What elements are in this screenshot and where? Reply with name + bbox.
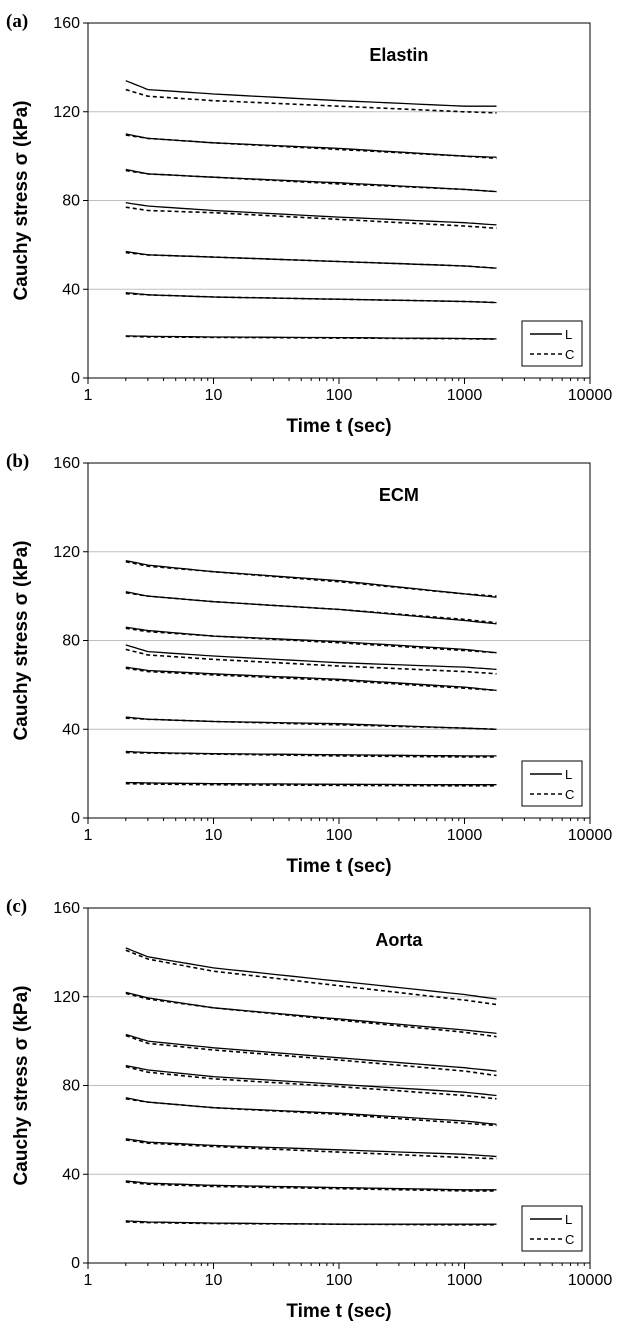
y-tick-label: 40 [62,1166,80,1183]
x-tick-label: 10 [205,827,223,844]
legend-label-L: L [565,767,572,782]
x-tick-label: 10 [205,387,223,404]
series-L-curve-1 [125,947,497,1000]
series-C-curve-5 [125,1098,497,1127]
x-tick-label: 10000 [568,1272,613,1289]
y-tick-label: 160 [53,455,80,472]
series-C-curve-6 [125,1139,497,1160]
x-tick-label: 10 [205,1272,223,1289]
x-tick-label: 100 [326,1272,353,1289]
series-C-curve-2 [125,134,497,160]
legend-box [521,760,583,807]
series-C-curve-8 [125,1221,497,1226]
series-C-curve-3 [125,1034,497,1077]
x-axis-title: Time t (sec) [286,856,391,877]
series-L-curve-3 [125,1033,497,1072]
chart-panel-a: 0 40 80 120 160 1 10 100 1000 10000 Time t (sec) Ca… [0,0,630,440]
panel-label: (a) [6,11,28,32]
series-C-curve-5 [125,667,497,692]
series-L-curve-4 [125,644,497,670]
series-L-curve-1 [125,80,497,107]
x-tick-label: 1000 [447,387,483,404]
legend-label-C: C [565,1232,574,1247]
series-C-curve-4 [125,206,497,229]
series-C-curve-7 [125,1181,497,1192]
series-C-curve-3 [125,169,497,193]
panel-label: (b) [6,451,29,472]
y-tick-label: 40 [62,721,80,738]
legend-box [521,1205,583,1252]
chart-svg: 0 40 80 120 160 1 10 100 1000 10000 Time t (sec) Ca… [6,896,613,1322]
x-axis-title: Time t (sec) [286,1301,391,1322]
series-C-curve-2 [125,992,497,1038]
series-C-curve-4 [125,1065,497,1100]
series-L-curve-6 [125,1138,497,1158]
chart-panel-b: 0 40 80 120 160 1 10 100 1000 10000 Time t (sec) Ca… [0,440,630,880]
series-L-curve-2 [125,133,497,158]
series-L-curve-4 [125,202,497,226]
series-L-curve-4 [125,1064,497,1097]
series-C-curve-6 [125,292,497,304]
legend-label-L: L [565,1212,572,1227]
y-tick-label: 40 [62,281,80,298]
chart-title: Aorta [375,930,423,950]
series-C-curve-8 [125,782,497,787]
x-axis-title: Time t (sec) [286,416,391,437]
series-C-curve-3 [125,627,497,654]
y-axis-title: Cauchy stress σ (kPa) [11,986,32,1186]
series-C-curve-5 [125,251,497,269]
x-tick-label: 1 [84,387,93,404]
chart-svg: 0 40 80 120 160 1 10 100 1000 10000 Time t (sec) Ca… [6,11,613,437]
y-tick-label: 120 [53,104,80,121]
y-tick-label: 0 [71,810,80,827]
x-tick-label: 1000 [447,1272,483,1289]
panel-label: (c) [6,896,27,917]
x-tick-label: 1 [84,827,93,844]
x-tick-label: 10000 [568,827,613,844]
legend-label-C: C [565,787,574,802]
series-C-curve-7 [125,751,497,758]
series-L-curve-7 [125,1180,497,1191]
y-tick-label: 160 [53,900,80,917]
y-axis-title: Cauchy stress σ (kPa) [11,101,32,301]
series-L-curve-8 [125,781,497,786]
legend-label-L: L [565,327,572,342]
y-axis-title: Cauchy stress σ (kPa) [11,541,32,741]
series-L-curve-2 [125,991,497,1035]
series-C-curve-7 [125,335,497,340]
series-C-curve-1 [125,560,497,597]
series-C-curve-2 [125,592,497,624]
chart-panel-c: 0 40 80 120 160 1 10 100 1000 10000 Time t (sec) Ca… [0,885,630,1325]
series-C-curve-1 [125,88,497,114]
y-tick-label: 120 [53,989,80,1006]
y-tick-label: 80 [62,633,80,650]
legend-box [521,320,583,367]
y-tick-label: 160 [53,15,80,32]
series-C-curve-4 [125,648,497,675]
series-L-curve-2 [125,591,497,625]
series-C-curve-6 [125,717,497,731]
y-tick-label: 0 [71,370,80,387]
chart-svg: 0 40 80 120 160 1 10 100 1000 10000 Time t (sec) Ca… [6,451,613,877]
y-tick-label: 0 [71,1255,80,1272]
y-tick-label: 80 [62,193,80,210]
x-tick-label: 100 [326,827,353,844]
y-tick-label: 120 [53,544,80,561]
chart-title: ECM [379,485,419,505]
x-tick-label: 1000 [447,827,483,844]
x-tick-label: 100 [326,387,353,404]
x-tick-label: 10000 [568,387,613,404]
y-tick-label: 80 [62,1078,80,1095]
series-L-curve-5 [125,666,497,692]
legend-label-C: C [565,347,574,362]
series-L-curve-5 [125,1097,497,1125]
chart-title: Elastin [369,45,428,65]
x-tick-label: 1 [84,1272,93,1289]
